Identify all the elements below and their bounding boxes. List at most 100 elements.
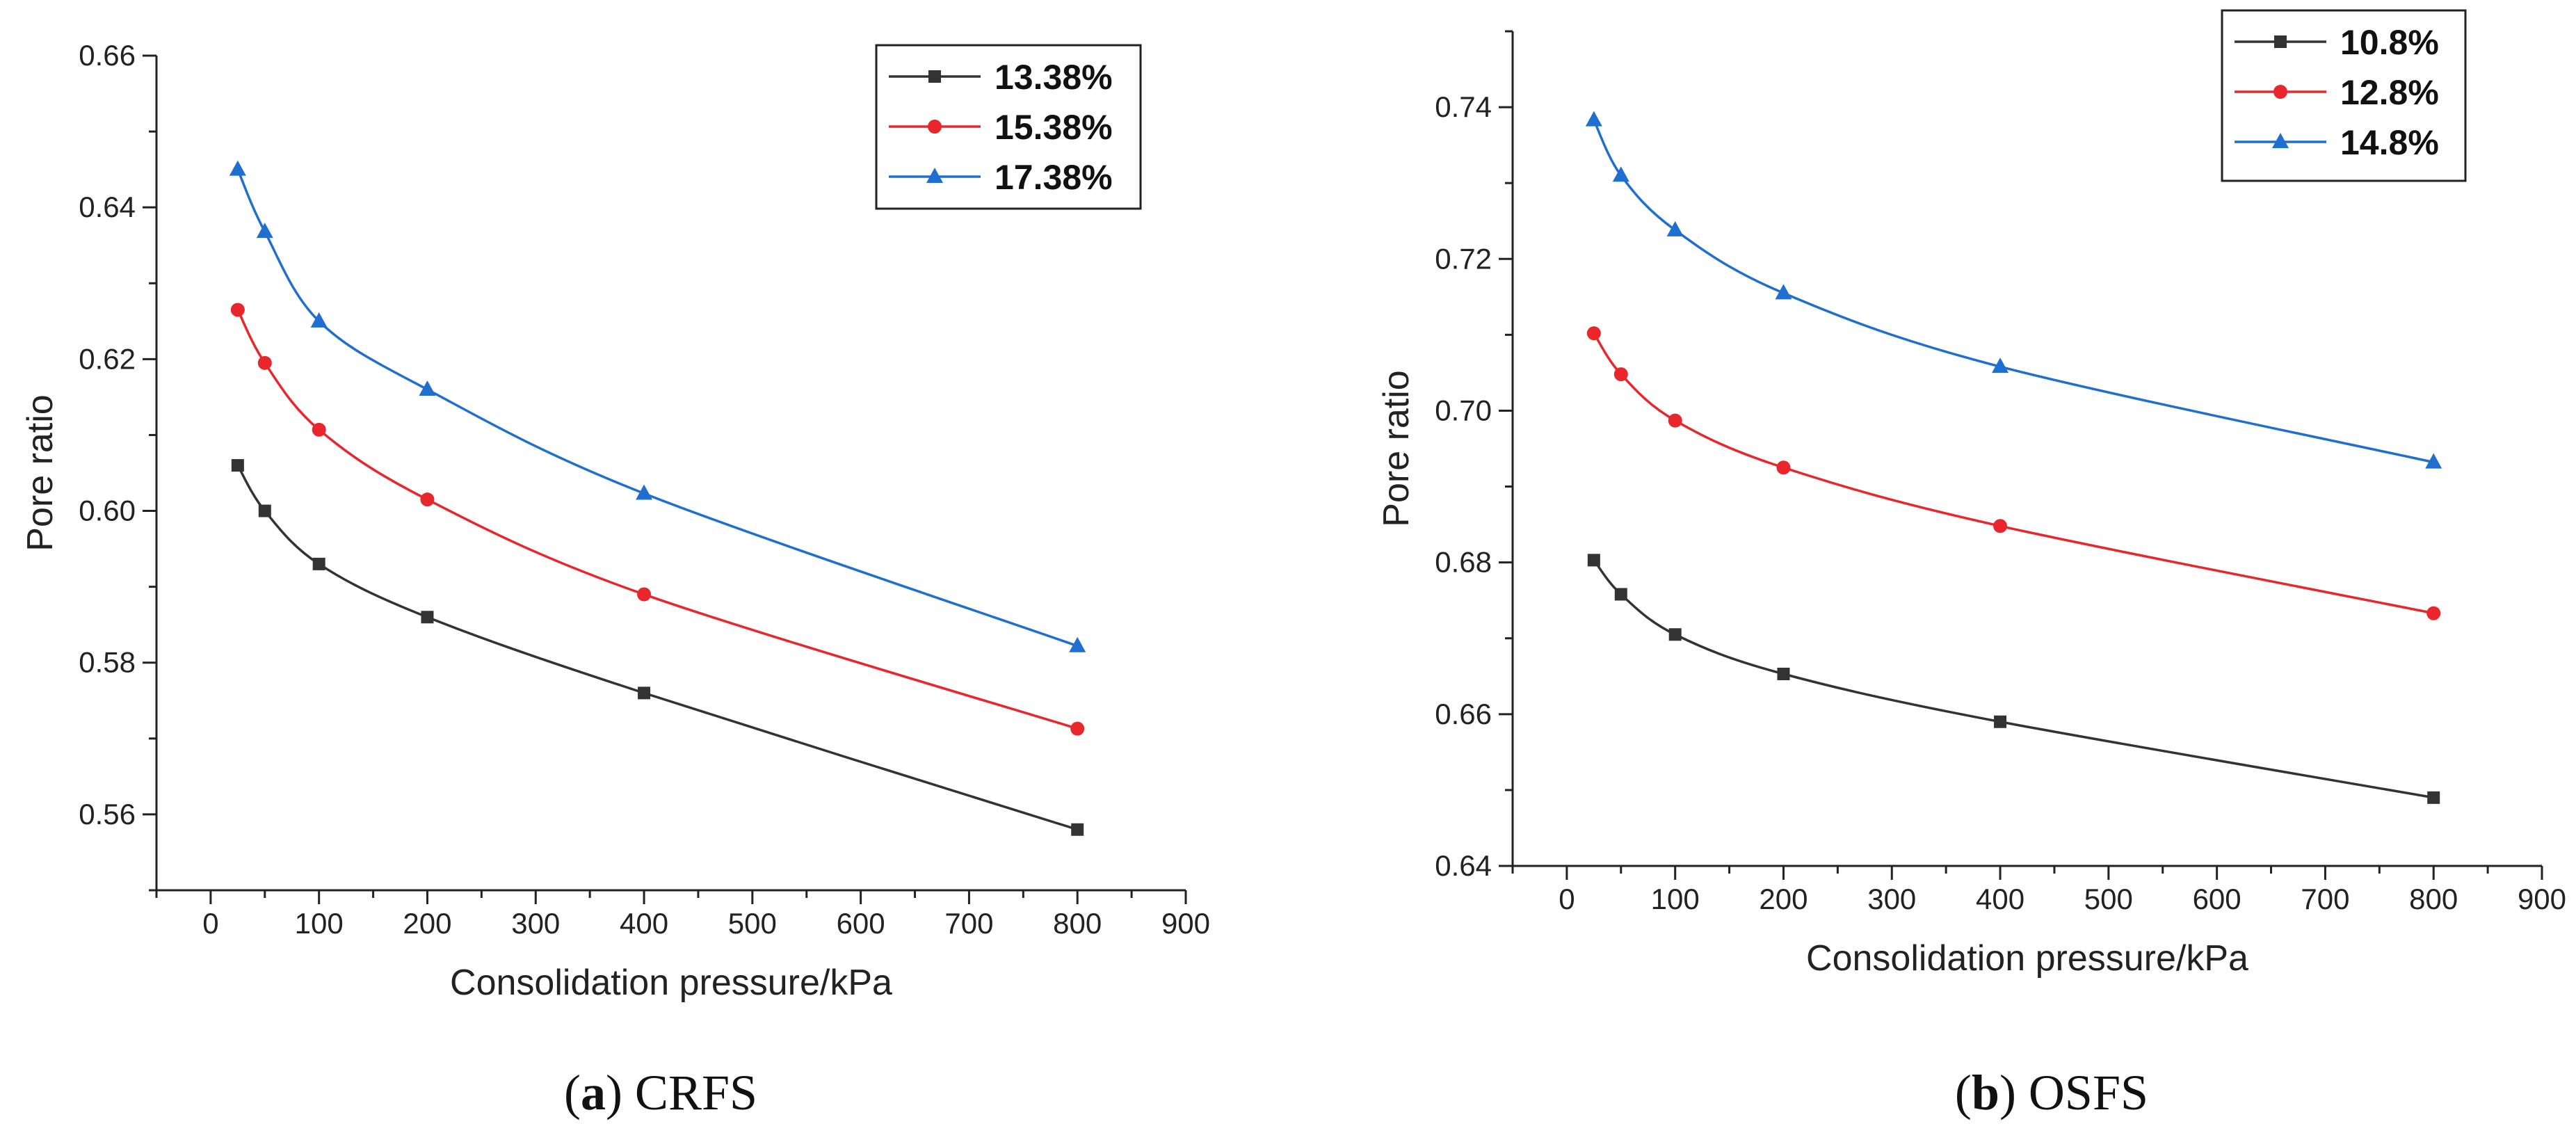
legend-label: 17.38% [995,158,1113,197]
data-point-13.38% [231,459,244,472]
caption-open-paren: ( [1955,1065,1972,1120]
data-point-14.8% [1666,220,1684,236]
legend-label: 12.8% [2340,73,2439,112]
series-line-13.38% [236,465,1078,831]
series-line-12.8% [1593,332,2434,615]
x-tick-label: 600 [2193,883,2241,915]
data-point-17.38% [229,160,246,176]
data-point-10.8% [1994,715,2007,728]
data-point-12.8% [2426,606,2441,620]
data-point-13.38% [1071,823,1084,836]
x-tick-label: 800 [1053,907,1102,940]
series-line-15.38% [236,309,1078,730]
caption-letter: b [1972,1065,1999,1120]
legend-marker [2272,133,2289,148]
data-point-15.38% [1070,721,1085,736]
panel-caption: (b) OSFS [1955,1065,2148,1120]
data-point-14.8% [1585,111,1602,127]
y-tick-label: 0.64 [1435,849,1492,882]
x-tick-label: 400 [620,907,668,940]
caption-open-paren: ( [564,1065,581,1120]
data-point-15.38% [312,422,326,437]
data-point-15.38% [420,492,435,507]
series-line-10.8% [1593,559,2434,799]
x-tick-label: 700 [2301,883,2349,915]
data-point-15.38% [230,303,245,317]
x-tick-label: 0 [1559,883,1575,915]
data-point-10.8% [1587,554,1600,567]
series-line-14.8% [1593,119,2434,464]
x-tick-label: 700 [944,907,993,940]
chart-panel-b: 0 100 200 300 400 500 600 700 800 900 0.64 0.66 0.68… [1376,9,2566,1120]
y-tick-label: 0.70 [1435,394,1492,426]
data-point-17.38% [310,312,328,328]
data-point-13.38% [312,557,325,570]
x-tick-label: 300 [1867,883,1916,915]
x-axis-title: Consolidation pressure/kPa [1806,938,2248,979]
y-tick-label: 0.66 [79,39,136,72]
data-point-17.38% [636,484,653,500]
legend-marker [926,168,943,183]
x-tick-label: 100 [295,907,344,940]
x-tick-label: 400 [1976,883,2024,915]
y-tick-label: 0.56 [79,798,136,830]
panel-caption: (a) CRFS [564,1065,757,1120]
data-point-17.38% [256,223,273,239]
data-point-14.8% [1612,166,1629,182]
data-point-10.8% [1777,668,1790,680]
legend-label: 15.38% [995,108,1113,147]
data-point-13.38% [421,611,434,624]
legend-marker [2274,35,2287,48]
legend-marker [2273,85,2287,99]
data-point-15.38% [257,355,272,370]
data-point-12.8% [1993,519,2008,533]
data-point-17.38% [419,380,436,396]
chart-panel-a: 0 100 200 300 400 500 600 700 800 900 0.56 0.58 0.60… [20,39,1210,1120]
data-point-17.38% [1069,636,1086,652]
data-point-14.8% [1775,284,1792,300]
legend-marker [928,70,941,83]
legend-label: 13.38% [995,58,1113,97]
x-tick-label: 900 [2518,883,2566,915]
data-point-14.8% [1992,357,2009,373]
legend-box [2221,9,2467,182]
y-tick-label: 0.68 [1435,546,1492,579]
x-tick-label: 900 [1161,907,1210,940]
x-tick-label: 600 [837,907,885,940]
data-point-12.8% [1668,413,1682,428]
data-point-12.8% [1613,367,1628,382]
x-tick-label: 200 [403,907,451,940]
caption-title: ) CRFS [606,1065,757,1120]
data-point-14.8% [2425,453,2442,469]
y-tick-label: 0.66 [1435,698,1492,730]
data-point-12.8% [1586,326,1601,341]
series-line-17.38% [236,168,1078,648]
y-axis-title: Pore ratio [20,394,61,551]
x-tick-label: 200 [1759,883,1808,915]
caption-letter: a [581,1065,606,1120]
legend-label: 10.8% [2340,23,2439,62]
data-point-10.8% [1668,628,1682,641]
legend-marker [928,120,942,134]
x-tick-label: 100 [1651,883,1700,915]
y-tick-label: 0.74 [1435,90,1492,123]
y-tick-label: 0.60 [79,495,136,527]
x-axis-title: Consolidation pressure/kPa [450,963,892,1003]
x-tick-label: 500 [2084,883,2133,915]
caption-title: ) OSFS [1999,1065,2148,1120]
y-axis-title: Pore ratio [1376,370,1417,527]
y-tick-label: 0.64 [79,191,136,223]
x-tick-label: 800 [2409,883,2458,915]
data-point-10.8% [1614,588,1627,601]
x-tick-label: 500 [728,907,777,940]
y-tick-label: 0.62 [79,342,136,375]
data-point-15.38% [637,587,652,602]
x-tick-label: 0 [202,907,218,940]
x-tick-label: 300 [511,907,560,940]
data-point-10.8% [2427,791,2440,804]
data-point-12.8% [1776,460,1791,475]
data-point-13.38% [638,686,651,700]
y-tick-label: 0.58 [79,646,136,679]
legend-label: 14.8% [2340,123,2439,162]
